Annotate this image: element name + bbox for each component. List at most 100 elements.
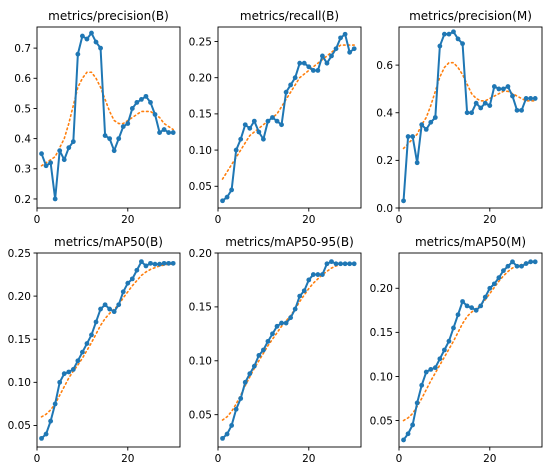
smoothed-series-line xyxy=(221,44,355,180)
y-tick-label: 0.6 xyxy=(14,73,31,85)
axes-frame xyxy=(36,252,181,448)
data-point xyxy=(80,349,85,355)
data-point xyxy=(134,267,140,273)
y-tick-label: 0.20 xyxy=(8,291,31,303)
y-tick-label: 0.4 xyxy=(14,133,31,145)
data-point xyxy=(143,263,149,269)
data-point xyxy=(292,75,298,81)
data-point xyxy=(220,435,225,441)
data-point xyxy=(261,347,266,353)
data-point xyxy=(220,198,225,204)
data-point xyxy=(482,294,488,300)
data-point xyxy=(469,110,475,116)
subplot-title: metrics/mAP50(B) xyxy=(54,235,163,249)
data-point xyxy=(432,365,438,371)
data-point xyxy=(116,302,122,308)
data-point xyxy=(274,118,280,124)
data-point xyxy=(111,309,117,315)
data-point xyxy=(70,139,76,145)
data-point xyxy=(478,303,484,309)
data-point xyxy=(161,260,167,266)
x-tick-label: 20 xyxy=(121,214,134,226)
y-tick-label: 0.25 xyxy=(8,248,31,260)
y-tick-label: 0.6 xyxy=(376,60,393,72)
data-point xyxy=(61,157,67,163)
data-point xyxy=(93,319,99,325)
results-series-line xyxy=(40,260,174,440)
data-point xyxy=(120,124,126,129)
data-point xyxy=(102,133,108,139)
y-tick-label: 0.20 xyxy=(189,248,212,260)
data-point xyxy=(297,60,303,66)
data-point xyxy=(338,261,343,267)
data-point xyxy=(451,325,456,331)
x-tick-label: 20 xyxy=(302,453,315,465)
data-point xyxy=(306,64,312,70)
results-series-line xyxy=(402,260,536,441)
y-tick-label: 0.15 xyxy=(189,302,212,314)
data-point xyxy=(247,371,253,377)
data-point xyxy=(442,347,447,353)
data-point xyxy=(292,306,298,312)
subplot-4: metrics/mAP50(B) 0.05 0.10 0.15 0.20 0.25 0 20 xyxy=(8,235,181,465)
data-point xyxy=(279,122,284,128)
subplot-title: metrics/mAP50(M) xyxy=(415,235,526,249)
data-point xyxy=(116,136,122,142)
data-point xyxy=(446,338,452,344)
y-tick-label: 0.05 xyxy=(370,415,393,427)
axes-frame xyxy=(217,252,362,448)
data-point xyxy=(129,276,135,282)
data-point xyxy=(139,97,144,102)
data-point xyxy=(66,145,72,151)
data-point xyxy=(315,68,321,73)
subplot-title: metrics/mAP50-95(B) xyxy=(225,235,354,249)
data-point xyxy=(410,422,416,428)
data-point xyxy=(505,263,511,269)
data-point xyxy=(437,43,443,49)
results-series-line xyxy=(221,260,355,440)
data-point xyxy=(297,293,303,299)
data-point xyxy=(455,312,461,318)
x-tick-label: 20 xyxy=(121,453,134,465)
data-point xyxy=(320,53,325,59)
data-point xyxy=(491,281,497,287)
data-point xyxy=(519,107,524,113)
y-tick-label: 0.25 xyxy=(189,36,212,48)
data-point xyxy=(251,363,257,369)
data-point xyxy=(166,260,172,266)
data-point xyxy=(329,53,334,59)
data-point xyxy=(528,259,534,265)
y-tick-label: 0.20 xyxy=(370,283,393,295)
data-point xyxy=(351,261,357,267)
data-point xyxy=(405,134,411,139)
data-point xyxy=(233,147,239,153)
data-point xyxy=(338,35,343,41)
data-point xyxy=(428,367,434,372)
x-tick-label: 0 xyxy=(34,453,41,465)
data-point xyxy=(347,49,353,55)
data-point xyxy=(333,46,339,52)
data-point xyxy=(166,130,172,135)
y-tick-label: 0.15 xyxy=(8,334,31,346)
x-tick-label: 0 xyxy=(396,453,403,465)
data-point xyxy=(523,261,529,266)
data-point xyxy=(143,93,149,99)
data-point xyxy=(423,127,429,132)
data-point xyxy=(528,96,534,101)
data-point xyxy=(84,36,90,42)
data-point xyxy=(460,41,465,47)
data-point xyxy=(265,338,271,344)
data-point xyxy=(478,105,484,111)
data-point xyxy=(66,369,72,375)
x-tick-label: 0 xyxy=(215,214,222,226)
data-point xyxy=(306,277,312,283)
x-tick-label: 0 xyxy=(396,214,403,226)
y-tick-label: 0.10 xyxy=(189,145,212,157)
data-point xyxy=(324,60,330,66)
data-point xyxy=(283,320,289,326)
data-point xyxy=(514,107,520,113)
smoothed-series-line xyxy=(40,263,174,418)
results-series-line xyxy=(221,33,355,202)
data-point xyxy=(238,136,244,142)
